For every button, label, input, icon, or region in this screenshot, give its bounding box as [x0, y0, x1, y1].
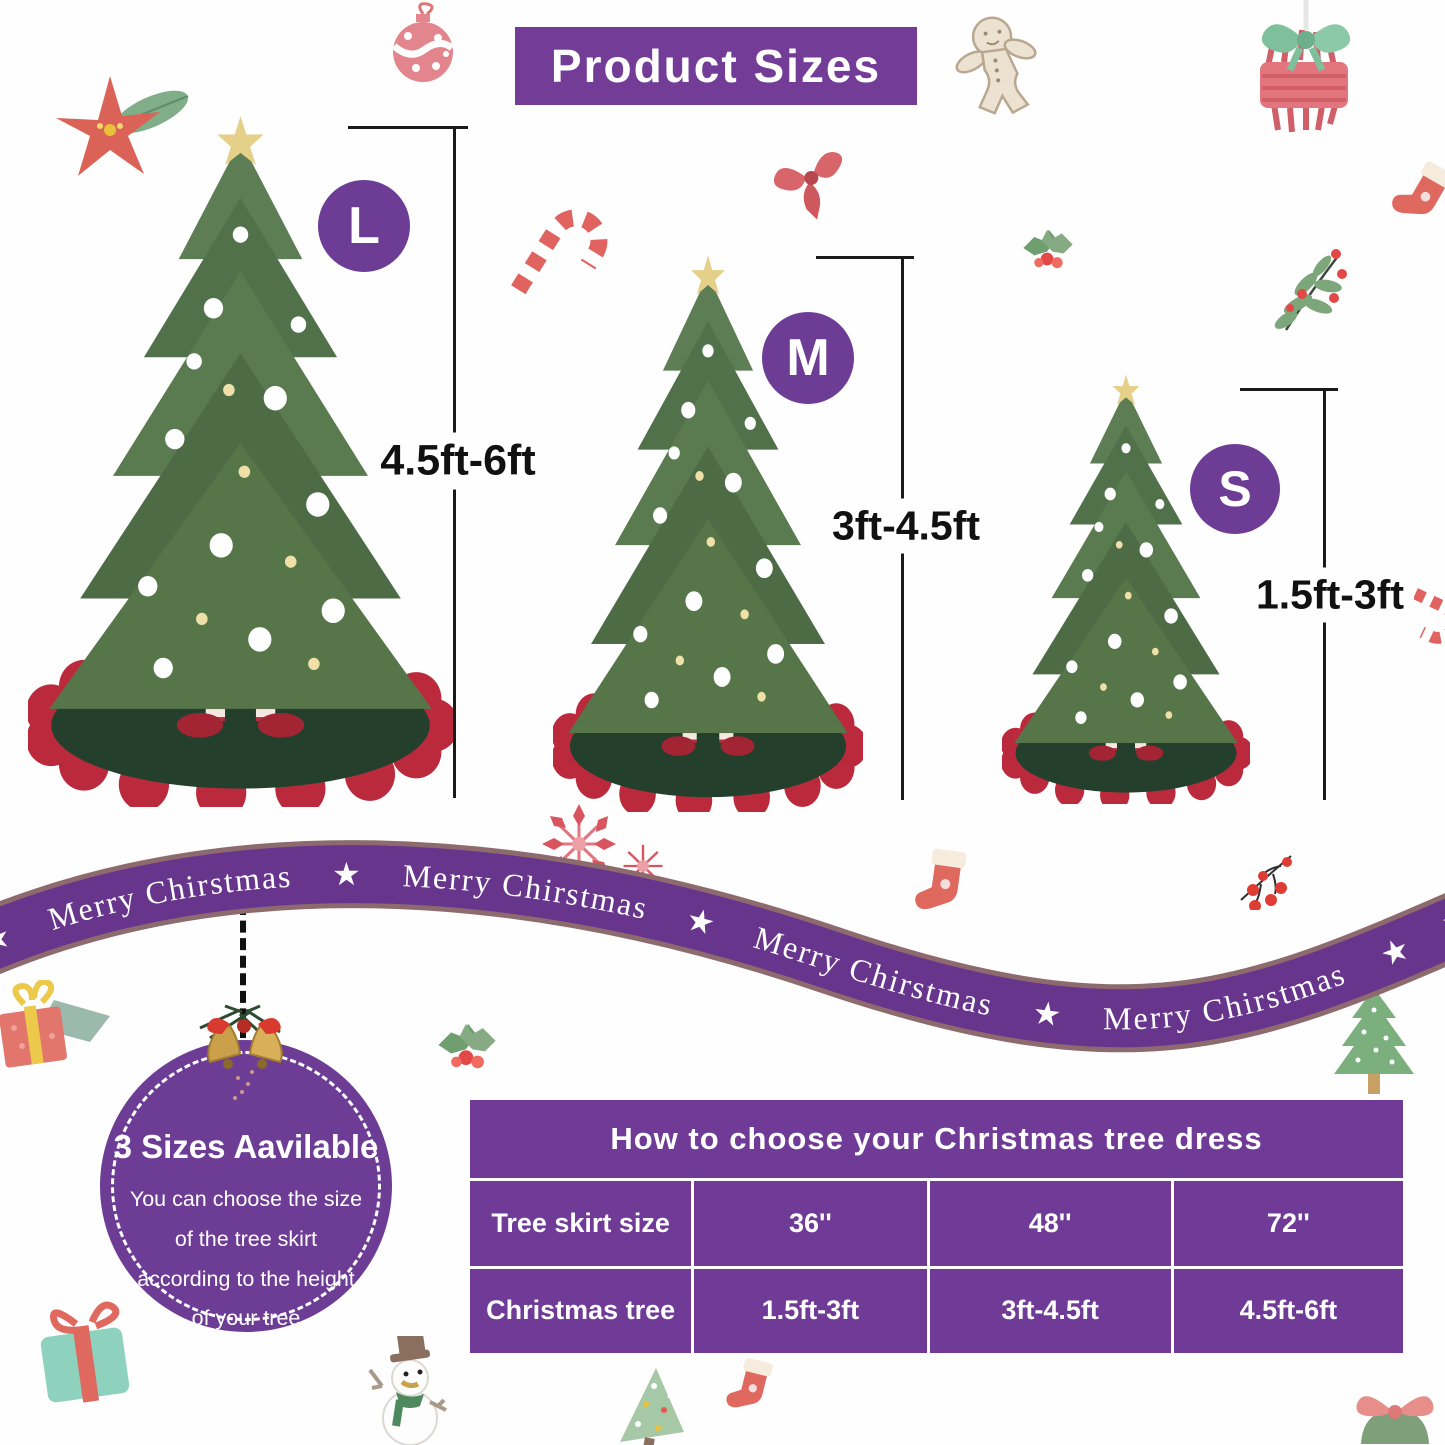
measure-tick-medium [816, 256, 914, 259]
bow-icon [773, 152, 843, 220]
mistletoe-sprig-icon [1274, 249, 1347, 331]
stocking-icon [721, 1349, 784, 1419]
poinsettia-icon [56, 76, 189, 176]
title-banner: Product Sizes [515, 27, 917, 105]
table-row-header: Tree skirt size [470, 1181, 692, 1266]
size-badge-medium: M [762, 312, 854, 404]
table-cell: 1.5ft-3ft [694, 1268, 927, 1353]
sizes-info-badge: 3 Sizes Aavilable You can choose the siz… [100, 1040, 392, 1332]
dashed-border [111, 1051, 381, 1321]
table-row-header: Christmas tree [470, 1268, 692, 1353]
table-cell: 36'' [694, 1181, 927, 1266]
drum-ornament-icon [1260, 0, 1351, 133]
dashed-connector-line [240, 903, 246, 1038]
table-cell: 48'' [929, 1181, 1171, 1266]
candy-cane-icon [484, 174, 640, 341]
snowman-icon [368, 1336, 447, 1445]
mini-tree-icon [620, 1368, 684, 1445]
measure-tick-small [1240, 388, 1338, 391]
dome-gift-icon [1356, 1396, 1434, 1444]
height-range-small: 1.5ft-3ft [1245, 567, 1415, 623]
merry-christmas-ribbon: ★ Merry Chirstmas ★ Merry Chirstmas ★ Me… [0, 820, 1445, 1053]
stocking-icon [1385, 148, 1445, 236]
height-range-medium: 3ft-4.5ft [821, 498, 991, 554]
info-title: 3 Sizes Aavilable [113, 1128, 379, 1165]
table-cell: 4.5ft-6ft [1173, 1268, 1403, 1353]
size-badge-label: L [348, 197, 380, 255]
gingerbread-man-icon [955, 16, 1037, 115]
page-title: Product Sizes [550, 40, 882, 92]
size-badge-label: M [786, 329, 830, 387]
size-badge-small: S [1190, 444, 1280, 534]
size-table: Tree skirt size 36'' 48'' 72'' Christmas… [470, 1181, 1403, 1353]
gift-box-icon [40, 1301, 130, 1403]
table-cell: 3ft-4.5ft [929, 1268, 1171, 1353]
table-title-bar: How to choose your Christmas tree dress [470, 1100, 1403, 1178]
measure-tick-large [348, 126, 468, 129]
ornament-ball-icon [391, 2, 455, 82]
size-badge-large: L [318, 180, 410, 272]
holly-icon [1016, 220, 1080, 276]
info-body: You can choose the size of the tree skir… [129, 1187, 363, 1331]
size-badge-label: S [1218, 461, 1252, 517]
christmas-tree-small [1002, 372, 1250, 804]
height-range-large: 4.5ft-6ft [370, 432, 546, 490]
table-title: How to choose your Christmas tree dress [610, 1121, 1263, 1156]
table-cell: 72'' [1173, 1181, 1403, 1266]
